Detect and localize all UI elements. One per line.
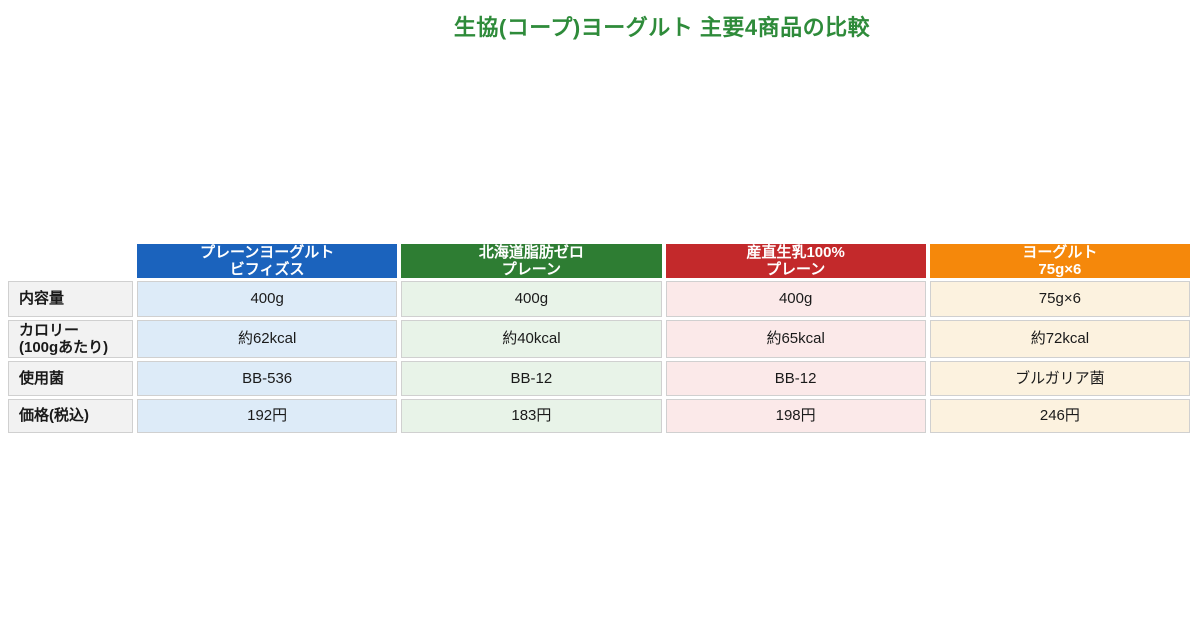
table-cell: 約72kcal bbox=[929, 320, 1190, 358]
product-header-1: プレーンヨーグルト ビフィズス bbox=[137, 243, 398, 278]
table-cell: 75g×6 bbox=[929, 281, 1190, 317]
comparison-table: プレーンヨーグルト ビフィズス 北海道脂肪ゼロ プレーン 産直生乳100% プレーン ヨーグ… bbox=[8, 244, 1190, 433]
table-cell: 約62kcal bbox=[137, 320, 398, 358]
table-cell-value: 400g bbox=[778, 290, 813, 308]
product-name-line2: 75g×6 bbox=[1038, 261, 1082, 278]
row-label-line1: 内容量 bbox=[19, 290, 65, 308]
table-cell: 400g bbox=[665, 281, 926, 317]
row-label: カロリー (100gあたり) bbox=[8, 320, 133, 358]
table-cell-value: ブルガリア菌 bbox=[1015, 369, 1105, 387]
product-header-4: ヨーグルト 75g×6 bbox=[929, 243, 1190, 278]
table-cell: 198円 bbox=[665, 399, 926, 433]
table-cell: 192円 bbox=[137, 399, 398, 433]
page-title: 生協(コープ)ヨーグルト 主要4商品の比較 bbox=[453, 15, 871, 40]
table-cell-value: BB-12 bbox=[510, 369, 553, 387]
table-corner-spacer bbox=[8, 244, 133, 278]
product-name-line2: プレーン bbox=[501, 261, 561, 278]
table-cell-value: BB-12 bbox=[774, 369, 817, 387]
row-label-line2: (100gあたり) bbox=[19, 339, 109, 356]
table-cell-value: 約72kcal bbox=[1030, 330, 1090, 348]
product-name-line2: プレーン bbox=[765, 261, 826, 278]
table-cell-value: 400g bbox=[250, 290, 284, 308]
table-cell-value: 約62kcal bbox=[237, 330, 297, 348]
row-label: 使用菌 bbox=[8, 361, 133, 396]
table-cell: BB-12 bbox=[401, 361, 662, 396]
table-cell-value: 約65kcal bbox=[766, 330, 825, 348]
table-cell-value: BB-536 bbox=[242, 369, 293, 387]
table-cell-value: 約40kcal bbox=[502, 330, 561, 348]
table-cell-value: 246円 bbox=[1039, 407, 1080, 425]
table-cell: 400g bbox=[137, 281, 398, 317]
product-name-line2: ビフィズス bbox=[229, 261, 305, 278]
table-cell: BB-12 bbox=[665, 361, 926, 396]
table-cell-value: 183円 bbox=[511, 407, 552, 425]
row-label: 価格(税込) bbox=[8, 399, 133, 433]
product-name-line1: プレーンヨーグルト bbox=[199, 243, 335, 261]
table-cell-value: 75g×6 bbox=[1038, 290, 1081, 308]
table-cell: 400g bbox=[401, 281, 662, 317]
table-cell: 約40kcal bbox=[401, 320, 662, 358]
table-cell-value: 192円 bbox=[247, 407, 288, 425]
table-cell: 246円 bbox=[929, 399, 1190, 433]
product-name-line1: 産直生乳100% bbox=[746, 243, 845, 261]
table-cell: 183円 bbox=[401, 399, 662, 433]
row-label-line1: 使用菌 bbox=[19, 369, 65, 387]
table-cell: ブルガリア菌 bbox=[929, 361, 1190, 396]
product-header-2: 北海道脂肪ゼロ プレーン bbox=[401, 243, 662, 278]
table-cell: 約65kcal bbox=[665, 320, 926, 358]
row-label-line1: 価格(税込) bbox=[19, 407, 89, 425]
row-label: 内容量 bbox=[8, 281, 133, 317]
product-name-line1: ヨーグルト bbox=[1022, 243, 1098, 261]
table-cell-value: 400g bbox=[514, 290, 549, 308]
product-header-3: 産直生乳100% プレーン bbox=[665, 243, 926, 278]
row-label-line1: カロリー bbox=[19, 321, 80, 339]
table-cell-value: 198円 bbox=[775, 407, 816, 425]
product-name-line1: 北海道脂肪ゼロ bbox=[478, 243, 584, 261]
table-cell: BB-536 bbox=[137, 361, 398, 396]
